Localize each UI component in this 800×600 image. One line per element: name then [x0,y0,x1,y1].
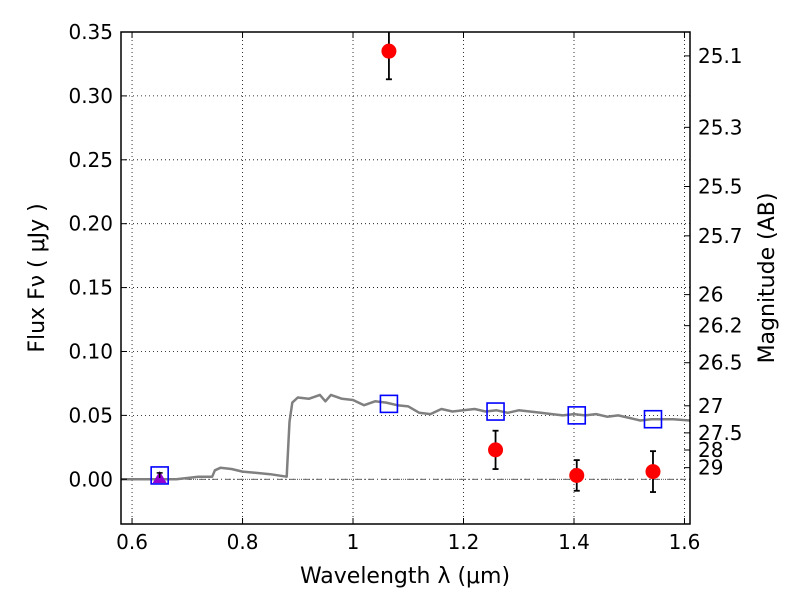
y2-tick-label: 26.2 [698,314,743,338]
y2-tick-label: 27.5 [698,421,743,445]
y2-axis-label: Magnitude (AB) [755,193,780,364]
y-tick-label: 0.00 [68,467,113,491]
y2-tick-label: 25.3 [698,115,743,139]
y2-tick-label: 25.5 [698,175,743,199]
x-tick-label: 0.6 [116,530,148,554]
y-axis-label: Flux Fν ( μJy ) [25,203,50,352]
model-photometry-square [643,409,663,429]
y2-tick-label: 28 [698,438,723,462]
observed-flux-point [569,467,585,483]
y-tick-label: 0.10 [68,339,113,363]
y2-tick-label: 25.7 [698,224,743,248]
model-photometry-square [150,466,169,485]
x-tick-label: 1.6 [669,530,701,554]
y2-tick-label: 29 [698,456,723,480]
model-spectrum-line [121,393,690,481]
observed-flux-point [381,43,397,59]
x-tick-label: 0.8 [227,530,259,554]
y-tick-label: 0.35 [68,20,113,44]
y2-tick-label: 25.1 [698,44,743,68]
observed-flux-point [488,442,504,458]
plot-area [121,32,690,524]
y2-tick-label: 27 [698,394,723,418]
y-tick-label: 0.30 [68,84,113,108]
x-tick-label: 1 [347,530,360,554]
y-tick-label: 0.15 [68,276,113,300]
x-axis: 0.6 0.8 1 1.2 1.4 1.6 [116,32,700,554]
model-photometry-square [567,406,587,425]
x-tick-label: 1.4 [558,530,590,554]
x-axis-label: Wavelength λ (μm) [300,564,510,589]
y-tick-label: 0.25 [68,148,113,172]
y2-tick-label: 26 [698,283,723,307]
y-tick-label: 0.20 [68,212,113,236]
y-tick-label: 0.05 [68,403,113,427]
plot-frame [120,31,691,525]
x-tick-label: 1.2 [448,530,480,554]
error-bars [156,32,661,493]
model-photometry-square [379,394,399,414]
observed-flux-point [645,464,661,480]
model-photometry-square [486,402,505,421]
series-layer [121,393,690,485]
y2-tick-label: 26.5 [698,351,743,375]
y-axis: 0.00 0.05 0.10 0.15 0.20 0.25 0.30 0.35 [68,20,127,491]
